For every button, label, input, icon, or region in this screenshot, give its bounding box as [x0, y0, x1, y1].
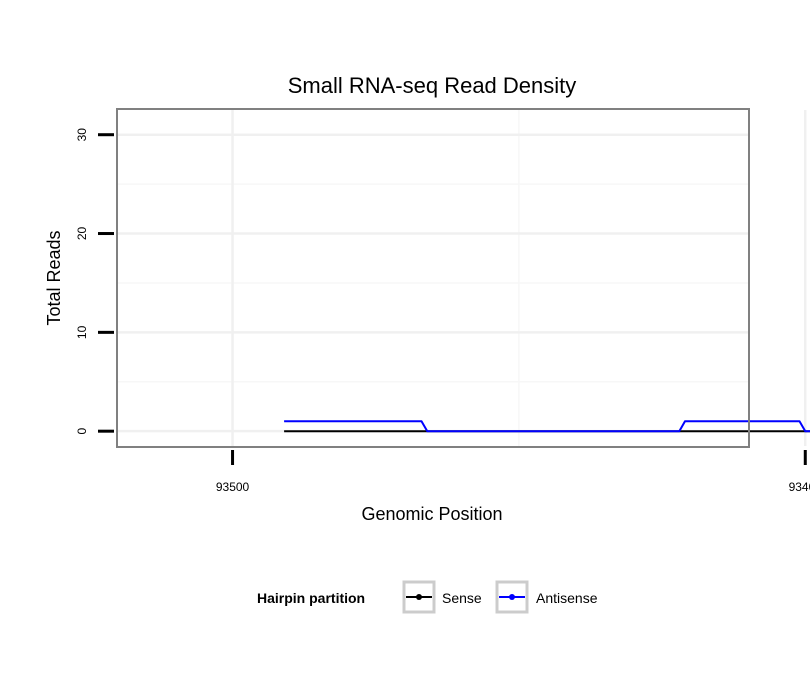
- legend-key-sense-point: [416, 594, 422, 600]
- legend-label-antisense: Antisense: [536, 590, 598, 606]
- series: [284, 420, 810, 433]
- series-line-sense: [284, 430, 810, 433]
- legend: Hairpin partition Sense Antisense: [257, 580, 598, 614]
- axes: 9350093400933000102030: [75, 128, 810, 494]
- series-line-antisense: [284, 420, 810, 433]
- legend-label-sense: Sense: [442, 590, 482, 606]
- x-axis-title: Genomic Position: [361, 504, 502, 524]
- y-tick-label: 0: [75, 428, 89, 435]
- legend-key-antisense-point: [509, 594, 515, 600]
- y-tick-label: 20: [75, 227, 89, 241]
- y-tick-label: 30: [75, 128, 89, 142]
- x-tick-label: 93500: [216, 480, 250, 494]
- x-tick-label: 93400: [789, 480, 810, 494]
- chart-title: Small RNA-seq Read Density: [288, 73, 577, 98]
- y-axis-title: Total Reads: [44, 230, 64, 325]
- grid: [118, 110, 807, 446]
- y-tick-label: 10: [75, 325, 89, 339]
- plot-panel-border: [116, 108, 750, 448]
- legend-title: Hairpin partition: [257, 590, 365, 606]
